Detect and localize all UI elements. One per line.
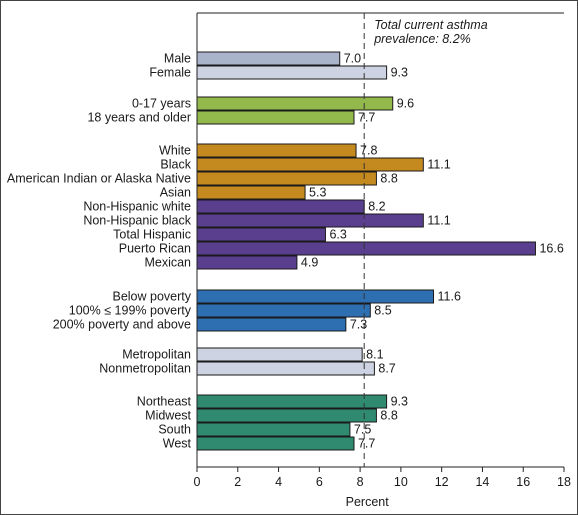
reference-annotation-line2: prevalence: 8.2% bbox=[373, 32, 471, 46]
bar bbox=[196, 51, 341, 66]
bar bbox=[196, 394, 388, 409]
x-tick-label: 8 bbox=[357, 475, 364, 489]
value-label: 7.0 bbox=[344, 52, 361, 66]
category-label: 0-17 years bbox=[132, 97, 191, 111]
value-label: 16.6 bbox=[539, 242, 563, 256]
value-label: 7.3 bbox=[350, 318, 367, 332]
category-label: Black bbox=[160, 158, 191, 172]
category-label: Male bbox=[164, 52, 191, 66]
category-label: Non-Hispanic black bbox=[83, 214, 191, 228]
bar bbox=[196, 361, 375, 376]
bar bbox=[196, 408, 377, 423]
bar bbox=[196, 157, 424, 172]
bar bbox=[196, 317, 347, 332]
bar bbox=[196, 289, 435, 304]
x-tick-label: 12 bbox=[435, 475, 449, 489]
bar bbox=[196, 241, 536, 256]
value-label: 7.5 bbox=[354, 423, 371, 437]
x-tick-label: 16 bbox=[516, 475, 530, 489]
value-label: 8.1 bbox=[366, 348, 383, 362]
bar bbox=[196, 255, 298, 270]
bar bbox=[196, 436, 355, 451]
x-axis: 0 2 4 6 8 10 12 14 16 18 Percent bbox=[194, 12, 571, 509]
category-label: Northeast bbox=[137, 395, 192, 409]
category-label: West bbox=[163, 437, 192, 451]
bar bbox=[196, 171, 377, 186]
x-tick-label: 2 bbox=[234, 475, 241, 489]
x-tick-label: 0 bbox=[194, 475, 201, 489]
category-label: Midwest bbox=[145, 409, 191, 423]
category-label: Puerto Rican bbox=[119, 242, 191, 256]
value-label: 5.3 bbox=[309, 186, 326, 200]
category-label: Nonmetropolitan bbox=[99, 362, 191, 376]
value-label: 9.3 bbox=[391, 66, 408, 80]
value-label: 8.5 bbox=[374, 304, 391, 318]
value-label: 11.1 bbox=[427, 158, 450, 172]
value-label: 9.6 bbox=[397, 97, 414, 111]
value-label: 7.8 bbox=[360, 144, 377, 158]
category-label: 100% ≤ 199% poverty bbox=[69, 304, 192, 318]
reference-annotation-line1: Total current asthma bbox=[374, 18, 488, 32]
value-label: 8.2 bbox=[368, 200, 385, 214]
x-tick-label: 18 bbox=[557, 475, 571, 489]
category-label: Total Hispanic bbox=[113, 228, 191, 242]
bar bbox=[196, 227, 326, 242]
bar bbox=[196, 422, 351, 437]
category-label: 18 years and older bbox=[87, 111, 191, 125]
value-label: 11.6 bbox=[438, 290, 461, 304]
bar bbox=[196, 65, 388, 80]
value-label: 6.3 bbox=[329, 228, 346, 242]
bar bbox=[196, 110, 355, 125]
bar bbox=[196, 143, 357, 158]
value-label: 11.1 bbox=[427, 214, 450, 228]
x-tick-label: 4 bbox=[275, 475, 282, 489]
category-label: Mexican bbox=[144, 256, 191, 270]
value-label: 8.7 bbox=[378, 362, 395, 376]
category-label: Female bbox=[149, 66, 191, 80]
bar bbox=[196, 199, 365, 214]
x-axis-title: Percent bbox=[346, 495, 390, 509]
category-label: American Indian or Alaska Native bbox=[7, 172, 191, 186]
value-label: 8.8 bbox=[380, 172, 397, 186]
value-label: 7.7 bbox=[358, 437, 375, 451]
x-tick-label: 6 bbox=[316, 475, 323, 489]
x-tick-label: 10 bbox=[394, 475, 408, 489]
category-label: South bbox=[158, 423, 191, 437]
value-label: 9.3 bbox=[391, 395, 408, 409]
category-label: Metropolitan bbox=[122, 348, 191, 362]
x-tick-label: 14 bbox=[475, 475, 489, 489]
bar bbox=[196, 185, 306, 200]
category-label: Non-Hispanic white bbox=[83, 200, 191, 214]
value-label: 8.8 bbox=[380, 409, 397, 423]
value-label: 4.9 bbox=[301, 256, 318, 270]
bar bbox=[196, 347, 363, 362]
category-label: White bbox=[159, 144, 191, 158]
value-label: 7.7 bbox=[358, 111, 375, 125]
category-label: Asian bbox=[160, 186, 191, 200]
bar bbox=[196, 96, 394, 111]
bar bbox=[196, 303, 371, 318]
category-label: 200% poverty and above bbox=[53, 318, 191, 332]
labels-layer: Male 7.0 Female 9.3 0-17 years 9.6 18 years an… bbox=[7, 52, 564, 451]
bar bbox=[196, 213, 424, 228]
category-label: Below poverty bbox=[112, 290, 191, 304]
